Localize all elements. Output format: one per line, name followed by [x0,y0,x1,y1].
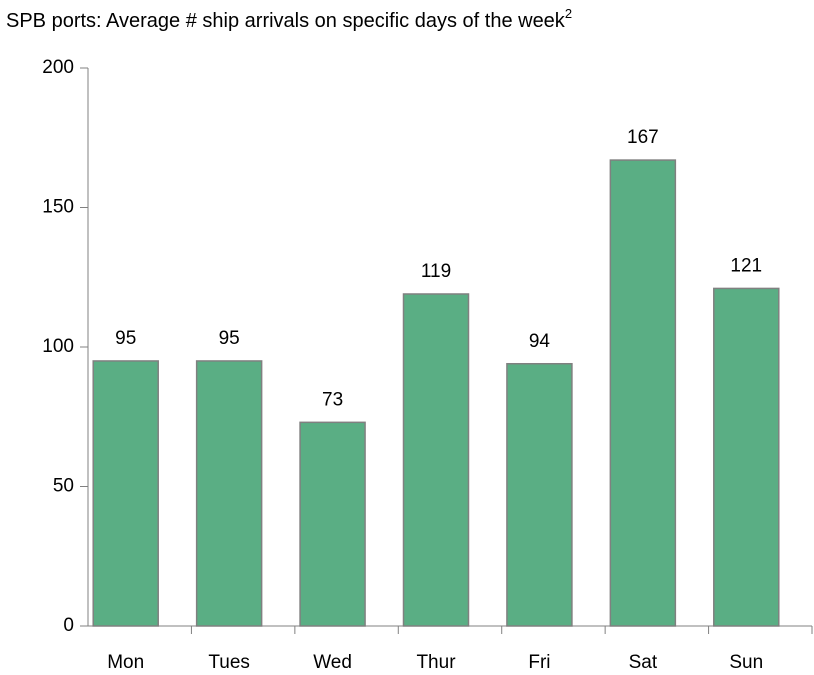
bar [92,360,159,627]
y-tick-label: 150 [42,197,74,218]
value-label: 121 [730,255,762,276]
bar [299,421,366,627]
y-tick-label: 100 [42,336,74,357]
value-label: 95 [115,328,136,349]
chart-title: SPB ports: Average # ship arrivals on sp… [6,6,572,32]
bar [609,159,677,627]
y-tick-label: 50 [53,476,74,497]
value-label: 119 [421,261,451,282]
bar [506,362,573,627]
x-tick-label: Tues [208,652,250,673]
x-tick-label: Thur [416,652,456,673]
value-label: 167 [627,127,659,148]
value-label: 94 [529,331,551,352]
x-tick-label: Sat [629,652,658,673]
y-tick-label: 0 [63,615,74,636]
bar [195,360,263,627]
value-label: 95 [219,328,240,349]
value-label: 73 [322,389,343,410]
x-tick-label: Sun [729,652,763,673]
x-tick-label: Fri [528,652,550,673]
x-tick-label: Wed [313,652,352,673]
x-tick-label: Mon [107,652,144,673]
y-tick-label: 200 [42,57,74,78]
title-superscript: 2 [565,6,572,21]
title-text: SPB ports: Average # ship arrivals on sp… [6,10,566,32]
bar [713,287,780,627]
bar [402,293,470,627]
